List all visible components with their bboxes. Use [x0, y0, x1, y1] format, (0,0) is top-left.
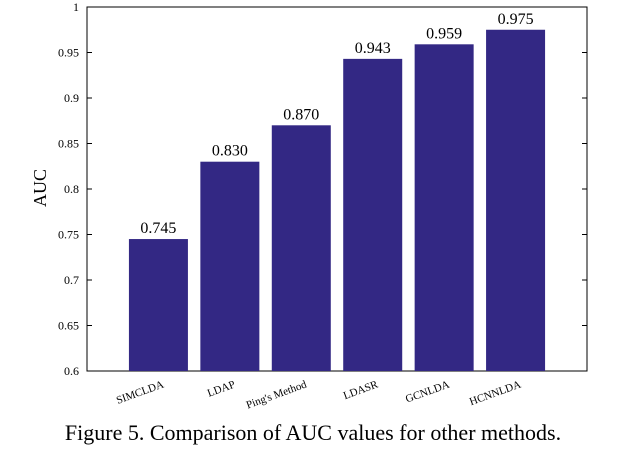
x-tick-label: LDAP — [206, 379, 237, 400]
x-tick-label: SIMCLDA — [115, 379, 166, 407]
bar-value-label: 0.959 — [426, 25, 462, 42]
data-labels: 0.745 0.830 0.870 0.943 0.959 0.975 — [140, 11, 533, 237]
bar — [200, 161, 260, 371]
x-tick-label: HCNNLDA — [468, 379, 523, 409]
bar-value-label: 0.745 — [140, 220, 176, 237]
y-tick-label: 1 — [73, 0, 79, 14]
x-tick-label: LDASR — [342, 378, 381, 402]
figure-caption: Figure 5. Comparison of AUC values for o… — [64, 420, 562, 445]
bar — [128, 239, 188, 371]
x-axis-labels: SIMCLDA LDAP Ping's Method LDASR GCNLDA HCNNL… — [115, 378, 523, 411]
y-tick-label: 0.8 — [64, 182, 79, 196]
y-tick-label: 0.9 — [64, 91, 79, 105]
y-tick-label: 0.7 — [64, 273, 79, 287]
bar-chart: 0.6 0.65 0.7 0.75 0.8 0.85 0.9 0.95 1 0.745 0.830… — [30, 0, 588, 412]
y-tick-label: 0.65 — [58, 319, 79, 333]
x-tick-label: Ping's Method — [245, 378, 309, 411]
y-axis-ticks: 0.6 0.65 0.7 0.75 0.8 0.85 0.9 0.95 1 — [58, 0, 587, 378]
bar — [414, 44, 474, 372]
bar-value-label: 0.943 — [355, 40, 391, 57]
y-tick-label: 0.95 — [58, 46, 79, 60]
bar-value-label: 0.975 — [498, 11, 534, 28]
bars — [128, 29, 546, 372]
bar — [486, 29, 546, 371]
x-tick-label: GCNLDA — [404, 379, 451, 406]
bar — [343, 58, 403, 372]
y-axis-label: AUC — [30, 169, 50, 207]
bar-value-label: 0.830 — [212, 143, 248, 160]
y-tick-label: 0.75 — [58, 228, 79, 242]
bar-value-label: 0.870 — [283, 106, 319, 123]
y-tick-label: 0.85 — [58, 137, 79, 151]
bar — [271, 125, 331, 371]
y-tick-label: 0.6 — [64, 364, 79, 378]
